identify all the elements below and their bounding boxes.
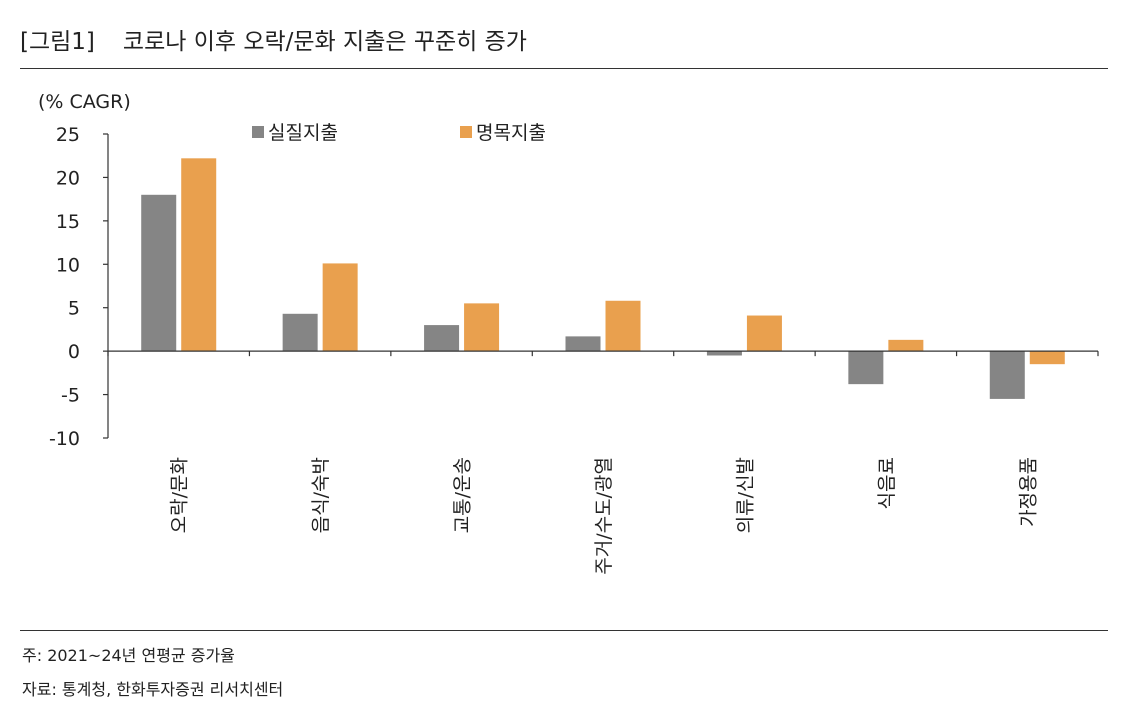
bar-real: [848, 351, 884, 385]
x-category-label: 주거/수도/광열: [593, 457, 615, 575]
x-category-label: 의류/신발: [734, 457, 756, 533]
footer-rule: [20, 630, 1108, 631]
bar-real: [141, 194, 177, 352]
legend-label: 실질지출: [268, 122, 338, 144]
bar-nominal: [605, 300, 641, 352]
bar-real: [424, 325, 460, 352]
bar-nominal: [181, 158, 217, 352]
bar-real: [989, 351, 1025, 399]
bar-nominal: [746, 315, 782, 352]
x-category-label: 식음료: [876, 457, 898, 509]
y-tick-label: 10: [56, 254, 80, 276]
y-tick-label: -5: [61, 385, 80, 407]
x-category-label: 오락/문화: [169, 457, 191, 533]
figure-header: [그림1] 코로나 이후 오락/문화 지출은 꾸준히 증가: [20, 22, 1110, 56]
x-category-label: 음식/숙박: [310, 457, 332, 533]
bar-nominal: [888, 339, 924, 352]
figure-label: [그림1]: [20, 29, 95, 55]
bar-real: [282, 313, 318, 352]
legend-swatch: [460, 126, 472, 138]
bar-chart: 25 20 15 10 5 0 -5 -10 (% CAGR) 오락/문화 음식/숙박 교통/운송 주거…: [38, 91, 1099, 575]
figure-title: 코로나 이후 오락/문화 지출은 꾸준히 증가: [122, 29, 527, 55]
y-tick-label: 0: [68, 341, 80, 363]
bar-nominal: [1029, 351, 1065, 365]
header-rule: [20, 68, 1108, 69]
bar-nominal: [464, 303, 500, 352]
source-note: 자료: 통계청, 한화투자증권 리서치센터: [22, 680, 284, 699]
x-category-label: 교통/운송: [452, 457, 474, 533]
x-category-label: 가정용품: [1017, 457, 1039, 527]
y-tick-label: 25: [56, 124, 80, 146]
bar-real: [565, 336, 601, 352]
y-tick-label: -10: [49, 428, 80, 450]
y-axis-label: (% CAGR): [38, 91, 131, 113]
footnote: 주: 2021~24년 연평균 증가율: [22, 646, 235, 665]
legend-label: 명목지출: [476, 122, 546, 144]
bar-nominal: [322, 263, 358, 352]
y-tick-label: 20: [56, 167, 80, 189]
y-tick-label: 5: [68, 298, 80, 320]
y-tick-label: 15: [56, 211, 80, 233]
bar-real: [706, 351, 742, 356]
legend-swatch: [252, 126, 264, 138]
